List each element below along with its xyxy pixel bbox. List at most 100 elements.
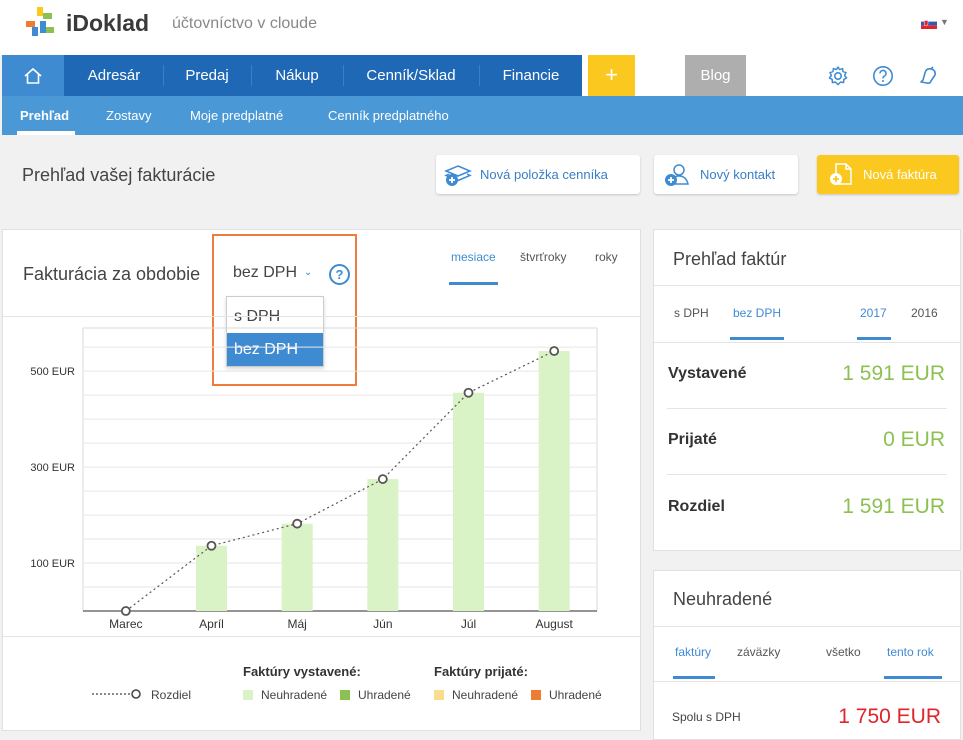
subnav-active-indicator — [17, 131, 75, 135]
summary-tab-2017[interactable]: 2017 — [860, 306, 887, 320]
x-tick-label: Marec — [109, 617, 142, 631]
billing-card-title: Fakturácia za obdobie — [23, 264, 201, 284]
difference-point — [206, 540, 217, 551]
period-tab-stvrtroky[interactable]: štvrťroky — [520, 250, 567, 264]
nav-item-nakup[interactable]: Nákup — [275, 67, 319, 84]
add-contact-icon — [665, 163, 689, 186]
unpaid-tab-this-year[interactable]: tento rok — [887, 645, 934, 659]
y-tick-label: 300 EUR — [30, 462, 75, 474]
idoklad-logo-icon[interactable] — [26, 7, 58, 39]
x-tick-label: Jún — [373, 617, 392, 631]
difference-point — [120, 606, 131, 616]
nav-divider — [163, 65, 164, 86]
unpaid-tab-all[interactable]: všetko — [826, 645, 861, 659]
nav-item-cennik-sklad[interactable]: Cenník/Sklad — [366, 67, 456, 84]
unpaid-title: Neuhradené — [673, 589, 773, 609]
unpaid-total-label: Spolu s DPH — [672, 710, 741, 724]
unpaid-tab-invoices[interactable]: faktúry — [675, 645, 712, 659]
unpaid-tab-active-indicator — [673, 676, 715, 679]
new-contact-label: Nový kontakt — [700, 167, 776, 182]
invoice-summary-title: Prehľad faktúr — [673, 249, 787, 269]
brand-tagline: účtovníctvo v cloude — [172, 15, 317, 32]
billing-chart: 100 EUR 300 EUR 500 EUR Marec Apríl Máj Jún Júl… — [30, 327, 598, 631]
legend-issued-title: Faktúry vystavené: — [243, 664, 361, 679]
bar-Júl — [453, 392, 484, 611]
legend-difference-label: Rozdiel — [151, 688, 192, 702]
subnav-item-cennik-predplatneho[interactable]: Cenník predplatného — [328, 108, 449, 123]
legend-received-title-text: Faktúry prijaté: — [434, 664, 528, 679]
slovak-flag-icon[interactable] — [921, 18, 937, 29]
difference-point — [463, 387, 474, 398]
new-contact-button[interactable]: Nový kontakt — [654, 155, 798, 194]
nav-item-adresar[interactable]: Adresár — [87, 67, 141, 84]
summary-tab-active-indicator — [730, 337, 784, 340]
period-tab-mesiace[interactable]: mesiace — [451, 250, 496, 264]
summary-value-issued: 1 591 EUR — [842, 362, 945, 385]
legend-issued-unpaid: Neuhradené — [261, 688, 328, 702]
nav-divider — [251, 65, 252, 86]
legend-received-unpaid: Neuhradené — [452, 688, 519, 702]
difference-point — [549, 346, 560, 356]
legend-swatch-received-paid — [531, 690, 541, 700]
subnav-item-prehlad[interactable]: Prehľad — [20, 108, 70, 123]
row-divider — [667, 408, 947, 409]
new-invoice-button[interactable]: Nová faktúra — [817, 155, 959, 194]
brand-name[interactable]: iDoklad — [66, 10, 150, 36]
nav-item-predaj[interactable]: Predaj — [185, 67, 229, 84]
help-icon[interactable]: ? — [329, 264, 350, 285]
unpaid-total-value: 1 750 EUR — [838, 705, 941, 728]
x-tick-label: Júl — [461, 617, 476, 631]
difference-line — [125, 350, 555, 612]
x-tick-label: Apríl — [199, 617, 224, 631]
nav-divider — [479, 65, 480, 86]
period-tab-roky[interactable]: roky — [595, 250, 618, 264]
card-divider — [654, 285, 960, 286]
summary-tab-with-vat[interactable]: s DPH — [674, 306, 709, 320]
nav-item-financie[interactable]: Financie — [502, 67, 560, 84]
row-divider — [667, 474, 947, 475]
legend-received-paid: Uhradené — [549, 688, 602, 702]
unpaid-year-active-indicator — [884, 676, 942, 679]
bar-Máj — [281, 523, 313, 611]
summary-tab-2016[interactable]: 2016 — [911, 306, 938, 320]
card-divider — [3, 316, 640, 317]
new-pricelist-item-button[interactable]: Nová položka cenníka — [436, 155, 640, 194]
pricelist-stack-icon — [444, 164, 472, 186]
card-divider — [654, 626, 960, 627]
home-icon — [24, 67, 42, 84]
summary-label-received: Prijaté — [668, 431, 717, 448]
subnav-item-zostavy[interactable]: Zostavy — [106, 108, 152, 123]
notification-bell-icon[interactable] — [917, 65, 939, 87]
main-navigation: Adresár Predaj Nákup Cenník/Sklad Financ… — [2, 55, 963, 96]
bar-Jún — [367, 479, 399, 611]
summary-tab-without-vat[interactable]: bez DPH — [733, 306, 782, 320]
new-pricelist-item-label: Nová položka cenníka — [480, 167, 608, 182]
y-tick-label: 500 EUR — [30, 366, 75, 378]
main-nav-bar: Adresár Predaj Nákup Cenník/Sklad Financ… — [2, 55, 582, 96]
x-tick-label: August — [535, 617, 573, 631]
nav-item-blog[interactable]: Blog — [685, 55, 746, 96]
summary-value-difference: 1 591 EUR — [842, 495, 945, 518]
difference-line-legend-icon — [92, 689, 141, 699]
y-tick-label: 100 EUR — [30, 558, 75, 570]
language-chevron-down-icon[interactable]: ▼ — [940, 17, 949, 27]
gear-icon[interactable] — [827, 65, 849, 87]
x-tick-label: Máj — [287, 617, 306, 631]
nav-divider — [343, 65, 344, 86]
quick-add-button[interactable]: + — [588, 55, 635, 96]
vat-option-without-vat[interactable]: bez DPH — [227, 333, 323, 366]
chevron-down-icon[interactable]: ⌄ — [304, 267, 313, 278]
subnav-item-moje-predplatne[interactable]: Moje predplatné — [190, 108, 284, 123]
card-divider — [654, 342, 960, 343]
vat-dropdown-menu: s DPH bez DPH — [226, 296, 324, 367]
unpaid-tab-liabilities[interactable]: záväzky — [737, 645, 781, 659]
legend-issued-title-text: Faktúry vystavené: — [243, 664, 361, 679]
legend-swatch-issued-unpaid — [243, 690, 253, 700]
nav-home-button[interactable] — [2, 55, 64, 96]
invoice-summary-card — [653, 229, 961, 551]
card-divider — [654, 681, 960, 682]
summary-label-issued: Vystavené — [668, 365, 747, 382]
vat-dropdown[interactable]: bez DPH — [233, 264, 298, 281]
help-question-icon[interactable] — [872, 65, 894, 87]
period-tab-active-indicator — [449, 282, 498, 285]
